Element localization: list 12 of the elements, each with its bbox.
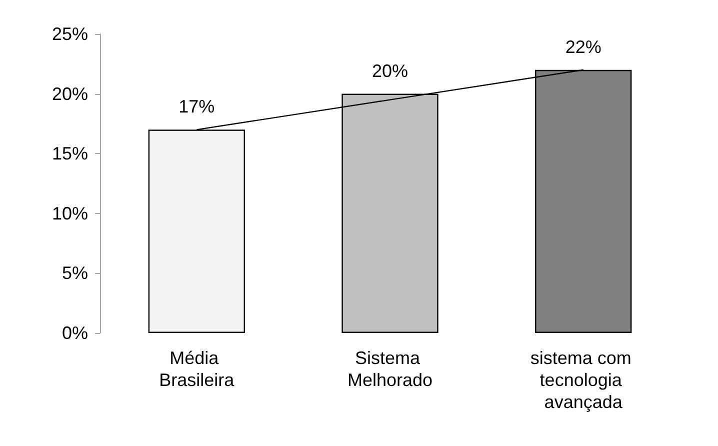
y-tick-label: 0%	[62, 323, 88, 343]
x-tick-label: Média Brasileira	[159, 348, 236, 390]
y-tick-label: 25%	[52, 24, 88, 44]
x-tick-label: sistema com tecnologia avançada	[530, 348, 636, 412]
y-tick-label: 20%	[52, 84, 88, 104]
text: 17%	[178, 96, 215, 117]
x-tick-label: Sistema Melhorado	[347, 348, 433, 390]
y-tick-label: 15%	[52, 144, 88, 164]
y-tick-label: 10%	[52, 203, 88, 224]
y-tick-label: 5%	[62, 263, 88, 284]
text: 22%	[565, 36, 602, 57]
text: 20%	[372, 60, 408, 81]
